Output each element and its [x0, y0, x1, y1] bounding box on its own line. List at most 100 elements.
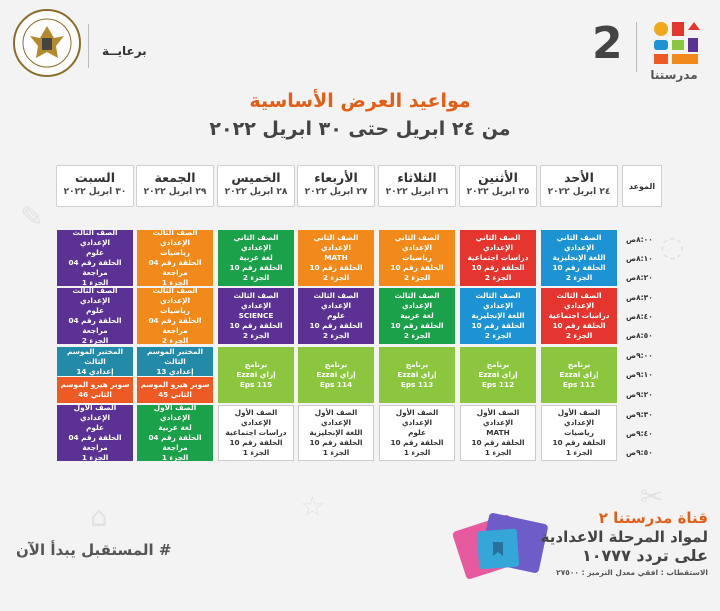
day-header: الخميس ٢٨ ابريل ٢٠٢٢ — [217, 165, 295, 207]
cell-text: إزاي Ezzai — [236, 370, 276, 379]
cell-text: الحلقة رقم 10 — [390, 263, 444, 272]
cell-text: إزاي Ezzai — [478, 370, 518, 379]
schedule-cell: برنامج إزاي Ezzai Eps 112 — [460, 347, 536, 403]
cell-text: الصف الثاني الإعدادي — [313, 233, 359, 252]
madrasatna-logo-icon — [652, 20, 700, 66]
day-header: الأربعاء ٢٧ ابريل ٢٠٢٢ — [297, 165, 375, 207]
cell-text: الصف الثالث الإعدادي — [72, 228, 118, 247]
cell-text: الصف الثالث الإعدادي — [233, 291, 279, 310]
cell-text: إعدادي 14 — [76, 366, 114, 376]
cell-text: رياضيات — [564, 428, 594, 437]
cell-text: لغة عربية — [400, 311, 434, 320]
cell-text: الجزء 1 — [565, 448, 593, 457]
time-slot-label: ٨:٥٠ص — [626, 331, 653, 340]
cell-text: الحلقة رقم 10 — [471, 263, 525, 272]
cell-text: الصف الثالث الإعدادي — [72, 286, 118, 305]
time-slot-label: ٨:١٠ص — [626, 254, 653, 263]
cell-text: الصف الثالث الإعدادي — [556, 291, 602, 310]
day-header: الأحد ٢٤ ابريل ٢٠٢٢ — [540, 165, 618, 207]
schedule-cell: الصف الثالث الإعدادي اللغة الإنجليزية الحل… — [460, 288, 536, 344]
cell-text: الجزء 1 — [242, 448, 270, 457]
day-date: ٢٥ ابريل ٢٠٢٢ — [466, 187, 530, 197]
cell-text: الجزء 1 — [484, 448, 512, 457]
channel-description: لمواد المرحلة الاعدادية — [540, 528, 708, 546]
cell-text: الحلقة رقم 04 مراجعة — [68, 258, 122, 277]
cell-text: الجزء 1 — [403, 448, 431, 457]
cell-text: الصف الثالث الإعدادي — [475, 291, 521, 310]
day-name: الثلاثاء — [397, 170, 437, 185]
cell-text: الحلقة رقم 10 — [552, 438, 606, 447]
cell-text: برنامج — [324, 360, 348, 369]
cell-text: دراسات اجتماعية — [467, 253, 529, 262]
schedule-cell: الصف الثالث الإعدادي علوم الحلقة رقم 04 مر… — [57, 286, 133, 345]
cell-text: الصف الثالث الإعدادي — [152, 228, 198, 247]
cell-text: الصف الثالث الإعدادي — [394, 291, 440, 310]
cell-text: الحلقة رقم 10 — [552, 321, 606, 330]
brand-name: مدرستنا — [650, 68, 698, 82]
time-slot-label: ٨:٤٠ص — [626, 312, 653, 321]
schedule-cell: الصف الثالث الإعدادي دراسات اجتماعية الحلق… — [541, 288, 617, 344]
cell-text: الحلقة رقم 04 مراجعة — [148, 433, 202, 452]
cell-text: علوم — [86, 248, 104, 257]
schedule-cell: الصف الثالث الإعدادي SCIENCE الحلقة رقم 10… — [218, 288, 294, 344]
cell-text: الحلقة رقم 04 مراجعة — [68, 316, 122, 335]
cell-text: الجزء 2 — [81, 336, 109, 345]
cell-text: رياضيات — [160, 306, 190, 315]
time-slot-label: ٩:٢٠ص — [626, 390, 653, 399]
cell-text: دراسات اجتماعية — [548, 311, 610, 320]
cell-text: الجزء 2 — [484, 273, 512, 282]
cell-text: اللغة الإنجليزية — [552, 253, 606, 262]
day-date: ٢٦ ابريل ٢٠٢٢ — [385, 187, 449, 197]
background-doodle: ✂ — [640, 480, 664, 513]
cell-text: الصف الثالث الإعدادي — [313, 291, 359, 310]
schedule-cell: الصف الأول الإعدادي رياضيات الحلقة رقم 10 ا… — [541, 405, 617, 461]
time-slot-label: ٨:٠٠ص — [626, 235, 653, 244]
cell-text: الحلقة رقم 10 — [309, 321, 363, 330]
cell-text: الحلقة رقم 10 — [471, 438, 525, 447]
cell-text: لغة عربية — [239, 253, 273, 262]
cell-text: الحلقة رقم 04 مراجعة — [148, 258, 202, 277]
cell-text: الجزء 1 — [322, 448, 350, 457]
time-slot-label: ٩:٣٠ص — [626, 410, 653, 419]
cell-text: سوبر هيرو الموسم — [140, 380, 210, 389]
day-date: ٢٨ ابريل ٢٠٢٢ — [224, 187, 288, 197]
schedule-cell: الصف الثاني الإعدادي دراسات اجتماعية الحلق… — [460, 230, 536, 286]
schedule-cell: المختبر الموسم الثالث إعدادي 14 — [57, 347, 133, 376]
cell-text: الجزء 2 — [403, 331, 431, 340]
cell-text: دراسات اجتماعية — [225, 428, 287, 437]
hashtag-slogan: # المستقبل يبدأ الآن — [16, 541, 172, 559]
cell-text: الصف الأول الإعدادي — [395, 408, 439, 427]
schedule-cell: الصف الأول الإعدادي دراسات اجتماعية الحلقة… — [218, 405, 294, 461]
cell-text: إزاي Ezzai — [397, 370, 437, 379]
time-slot-label: ٨:٢٠ص — [626, 273, 653, 282]
cell-text: الصف الثاني الإعدادي — [233, 233, 279, 252]
cell-text: الجزء 1 — [81, 278, 109, 287]
time-slot-label: ٩:٤٠ص — [626, 429, 653, 438]
cell-text: برنامج — [244, 360, 268, 369]
cell-text: الصف الثاني الإعدادي — [475, 233, 521, 252]
cell-text: الحلقة رقم 10 — [229, 263, 283, 272]
day-header: الجمعة ٢٩ ابريل ٢٠٢٢ — [136, 165, 214, 207]
schedule-cell: الصف الأول الإعدادي اللغة الإنجليزية الحلق… — [298, 405, 374, 461]
ministry-seal-logo — [12, 8, 82, 78]
background-doodle: ◌ — [660, 230, 685, 263]
cell-text: الثاني 45 — [158, 390, 192, 399]
schedule-cell: الصف الثاني الإعدادي MATH الحلقة رقم 10 الج… — [298, 230, 374, 286]
schedule-cell: الصف الثالث الإعدادي لغة عربية الحلقة رقم … — [379, 288, 455, 344]
notebook-illustration — [448, 512, 558, 582]
cell-text: الصف الأول الإعدادي — [314, 408, 358, 427]
cell-text: الجزء 2 — [565, 331, 593, 340]
day-header: الأثنين ٢٥ ابريل ٢٠٢٢ — [459, 165, 537, 207]
cell-text: SCIENCE — [238, 311, 274, 320]
time-slot-label: ٩:٠٠ص — [626, 351, 653, 360]
schedule-cell: برنامج إزاي Ezzai Eps 115 — [218, 347, 294, 403]
cell-text: الجزء 2 — [322, 273, 350, 282]
cell-text: الجزء 2 — [242, 273, 270, 282]
cell-text: برنامج — [567, 360, 591, 369]
day-header: السبت ٣٠ ابريل ٢٠٢٢ — [56, 165, 134, 207]
cell-text: Eps 111 — [562, 380, 596, 389]
reception-info: الاستقطاب : افقي معدل الترميز : ٢٧٥٠٠ — [556, 568, 708, 577]
channel-number: 2 — [592, 18, 623, 69]
day-date: ٢٧ ابريل ٢٠٢٢ — [304, 187, 368, 197]
background-doodle: ✎ — [20, 200, 44, 233]
